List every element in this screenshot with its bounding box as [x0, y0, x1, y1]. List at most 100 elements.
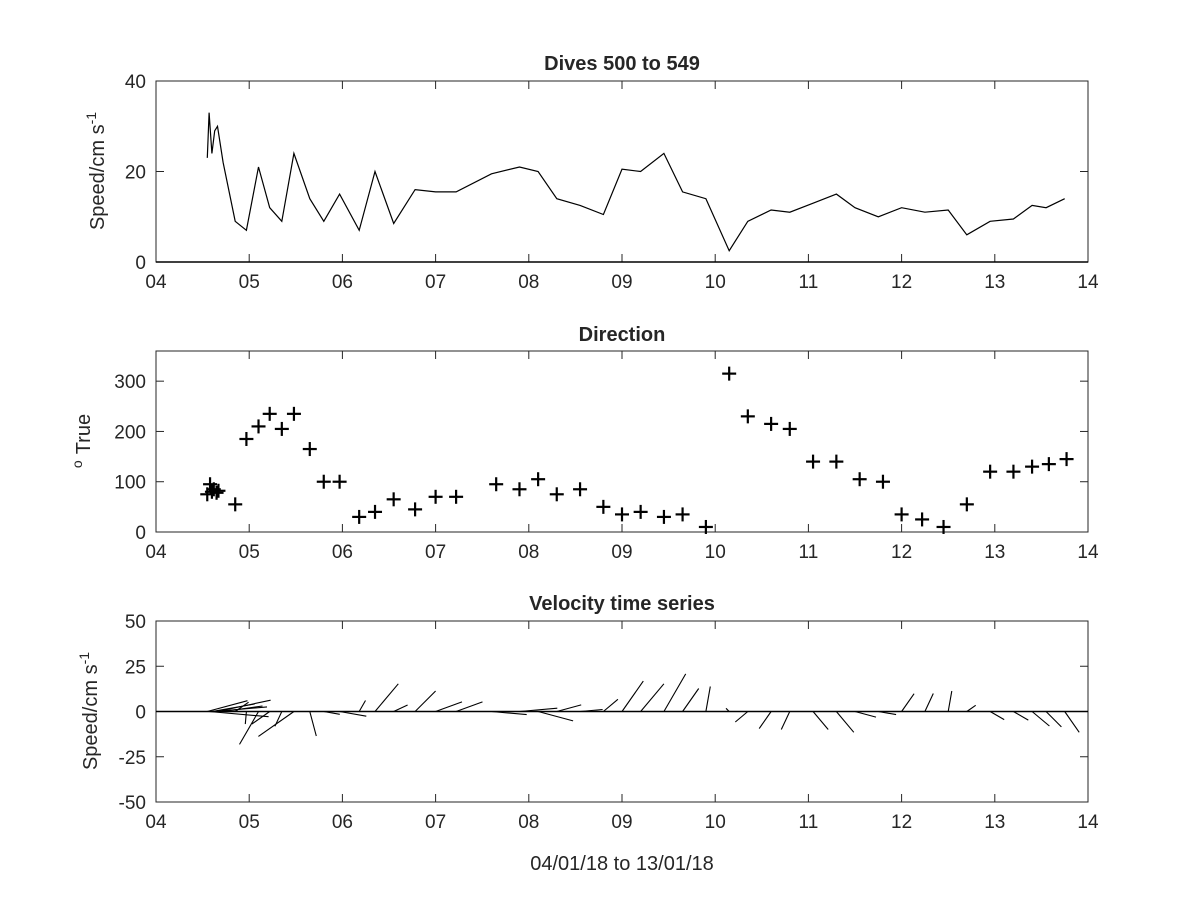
- x-tick-label: 10: [705, 812, 726, 833]
- direction-point: [656, 509, 671, 524]
- direction-point: [573, 482, 588, 497]
- x-tick-label: 05: [239, 542, 260, 563]
- direction-point: [531, 472, 546, 487]
- direction-point: [1059, 452, 1074, 467]
- speed-line: [206, 112, 1065, 252]
- y-tick-label: 300: [114, 372, 146, 393]
- speed-y-axis-label-exponent: -1: [83, 112, 99, 125]
- direction-point: [274, 421, 289, 436]
- x-tick-label: 13: [984, 812, 1005, 833]
- x-tick-label: 07: [425, 542, 446, 563]
- direction-point: [316, 474, 331, 489]
- direction-point: [875, 474, 890, 489]
- direction-point: [675, 507, 690, 522]
- x-tick-label: 13: [984, 272, 1005, 293]
- direction-point: [251, 419, 266, 434]
- velocity-stick: [705, 686, 711, 712]
- velocity-stick: [780, 711, 791, 730]
- velocity-stick: [812, 711, 829, 730]
- direction-point: [915, 512, 930, 527]
- velocity-stick: [358, 700, 366, 712]
- direction-axes-box: [155, 350, 1089, 533]
- x-tick-label: 08: [518, 272, 539, 293]
- velocity-stick: [251, 711, 271, 725]
- velocity-stick: [1064, 711, 1080, 733]
- velocity-series: [156, 673, 1088, 745]
- direction-panel-title: Direction: [579, 324, 666, 346]
- velocity-stick: [258, 711, 295, 737]
- x-tick-label: 09: [611, 812, 632, 833]
- direction-point: [262, 406, 277, 421]
- velocity-stick: [758, 711, 772, 729]
- velocity-stick: [239, 711, 259, 745]
- speed-panel: Dives 500 to 549 Speed/cm s-1 04 05 06 07 08…: [83, 53, 1099, 293]
- direction-point: [894, 507, 909, 522]
- direction-point: [352, 509, 367, 524]
- x-tick-label: 04: [145, 272, 167, 293]
- y-tick-label: 0: [135, 253, 146, 274]
- direction-point: [512, 482, 527, 497]
- velocity-stick: [854, 710, 877, 718]
- velocity-stick: [682, 688, 700, 712]
- velocity-stick: [393, 704, 408, 712]
- direction-point: [368, 504, 383, 519]
- velocity-stick: [947, 690, 953, 712]
- direction-point: [764, 416, 779, 431]
- direction-point: [386, 492, 401, 507]
- x-tick-label: 10: [705, 272, 726, 293]
- velocity-stick: [603, 698, 619, 712]
- direction-point: [852, 472, 867, 487]
- velocity-stick: [663, 673, 687, 712]
- direction-point: [302, 442, 317, 457]
- direction-point: [633, 504, 648, 519]
- velocity-stick: [734, 711, 749, 723]
- direction-point: [489, 477, 504, 492]
- direction-y-axis-label-text: True: [73, 414, 95, 454]
- direction-point: [332, 474, 347, 489]
- x-tick-label: 09: [611, 272, 632, 293]
- velocity-stick: [725, 707, 730, 712]
- direction-point: [1006, 464, 1021, 479]
- direction-point: [829, 454, 844, 469]
- x-tick-label: 14: [1077, 272, 1099, 293]
- direction-point: [286, 406, 301, 421]
- velocity-stick: [556, 704, 582, 713]
- x-tick-label: 08: [518, 542, 539, 563]
- y-tick-label: -25: [119, 748, 146, 769]
- speed-ticks: 04 05 06 07 08 09 10 11 12 13 14 0 20 40: [125, 72, 1099, 293]
- velocity-stick: [901, 693, 915, 712]
- velocity-stick: [1045, 711, 1062, 728]
- speed-panel-title: Dives 500 to 549: [544, 53, 700, 75]
- velocity-y-axis-label-exponent: -1: [76, 652, 92, 665]
- velocity-stick: [339, 710, 367, 717]
- velocity-stick: [519, 707, 558, 713]
- x-tick-label: 12: [891, 272, 912, 293]
- direction-point: [408, 502, 423, 517]
- direction-point: [1041, 457, 1056, 472]
- x-tick-label: 07: [425, 272, 446, 293]
- velocity-stick: [244, 711, 247, 725]
- velocity-panel-title: Velocity time series: [529, 593, 715, 615]
- velocity-stick: [209, 710, 269, 718]
- direction-series: [200, 366, 1074, 534]
- x-tick-label: 12: [891, 542, 912, 563]
- velocity-stick: [414, 690, 436, 712]
- direction-point: [782, 421, 797, 436]
- velocity-stick: [537, 710, 574, 722]
- y-tick-label: 100: [114, 473, 146, 494]
- x-tick-label: 05: [239, 812, 260, 833]
- velocity-stick: [835, 711, 855, 733]
- velocity-panel: Velocity time series Speed/cm s-1 04 05 06…: [76, 593, 1099, 833]
- velocity-stick: [878, 710, 897, 716]
- y-tick-label: 25: [125, 657, 146, 678]
- x-tick-label: 14: [1077, 542, 1099, 563]
- y-tick-label: 40: [125, 72, 146, 93]
- velocity-stick: [924, 693, 934, 712]
- velocity-y-axis-label: Speed/cm s-1: [76, 652, 102, 770]
- x-tick-label: 14: [1077, 812, 1099, 833]
- x-tick-label: 06: [332, 272, 353, 293]
- direction-point: [596, 499, 611, 514]
- velocity-stick: [621, 680, 644, 712]
- velocity-stick: [640, 683, 665, 712]
